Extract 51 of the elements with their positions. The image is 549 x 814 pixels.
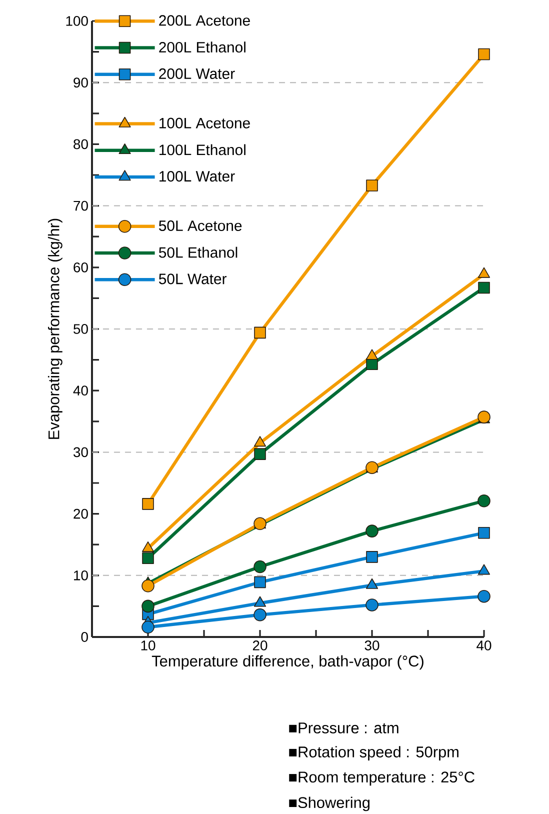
point <box>478 494 490 508</box>
point <box>142 552 154 564</box>
point <box>478 526 490 539</box>
y-tick-label: 90 <box>74 78 88 88</box>
point <box>142 620 154 634</box>
point <box>478 48 490 60</box>
point <box>478 590 490 603</box>
point <box>366 180 378 192</box>
x-tick-label: 10 <box>141 640 156 650</box>
point <box>366 598 378 612</box>
point <box>254 448 266 460</box>
text: ■Rotation speed : 50rpm <box>289 746 458 760</box>
y-tick-label: 40 <box>73 386 88 396</box>
legend-label: 50L Acetone <box>158 220 242 231</box>
point <box>254 436 266 447</box>
legend-label: 100L Acetone <box>160 118 250 128</box>
point <box>366 358 378 370</box>
point <box>254 576 266 588</box>
text: ■Pressure : atm <box>289 722 398 734</box>
legend-label: 100L Ethanol <box>160 144 246 156</box>
x-tick-label: 20 <box>252 640 268 650</box>
x-tick-label: 40 <box>476 640 492 650</box>
point <box>478 282 490 294</box>
text: ■Room temperature : 25°C <box>289 772 474 786</box>
legend-label: 200L Acetone <box>159 15 250 26</box>
legend-label: 50L Ethanol <box>158 246 238 258</box>
y-tick-label: 80 <box>74 139 88 150</box>
point <box>366 524 378 538</box>
y-tick-label: 0 <box>81 632 88 642</box>
legend-label: 100L Water <box>160 171 235 182</box>
y-tick-label: 100 <box>66 16 88 26</box>
y-tick-label: 60 <box>74 262 88 272</box>
text: ■Showering <box>289 796 370 812</box>
x-axis-title: Temperature difference, bath-vapor (°C) <box>152 655 424 670</box>
legend-label: 200L Water <box>159 68 235 79</box>
point <box>254 608 266 622</box>
point <box>142 579 154 592</box>
y-tick-label: 10 <box>74 570 88 580</box>
point <box>366 551 378 563</box>
point <box>142 498 154 510</box>
y-tick-label: 30 <box>74 447 88 458</box>
legend-label: 200L Ethanol <box>159 42 246 53</box>
x-tick-label: 30 <box>364 640 380 650</box>
y-tick-label: 20 <box>74 508 88 519</box>
legend-label: 50L Water <box>158 274 227 284</box>
y-tick-label: 50 <box>74 324 88 334</box>
point <box>254 560 266 574</box>
y-tick-label: 70 <box>74 200 88 211</box>
point <box>254 326 266 339</box>
point <box>142 600 154 613</box>
y-axis-title: Evaporating performance (kg/hr) <box>48 218 62 439</box>
